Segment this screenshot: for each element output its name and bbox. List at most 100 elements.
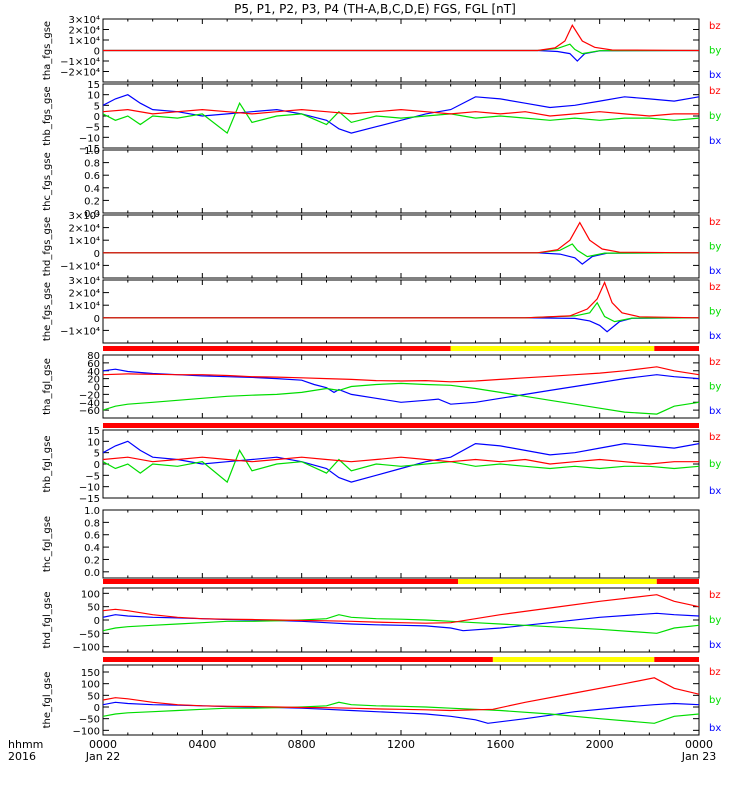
ylabel: the_fgs_gse [42, 282, 53, 341]
xaxis-row-label: hhmm [8, 738, 43, 751]
series-bx [103, 368, 699, 405]
ytick-label: 10 [87, 91, 100, 102]
legend-bx: bx [709, 136, 721, 147]
ytick-label: 0 [94, 314, 100, 325]
ytick-label: −60 [79, 406, 100, 417]
status-bar-segment [103, 657, 493, 662]
ylabel: tha_fgs_gse [42, 21, 53, 80]
status-bar-segment [492, 657, 655, 662]
legend-bz: bz [709, 21, 721, 32]
ytick-label: −2×10⁴ [60, 68, 100, 79]
status-bar-segment [654, 657, 699, 662]
series-bx [103, 317, 699, 333]
series-by [103, 43, 699, 55]
xtick-label: 0000 [89, 738, 117, 751]
series-bz [103, 456, 699, 465]
status-bar-segment [654, 346, 699, 351]
ylabel: thb_fgl_gse [42, 436, 53, 493]
ylabel: thb_fgs_gse [42, 86, 53, 145]
legend-by: by [709, 382, 721, 393]
ytick-label: 0.0 [84, 209, 100, 220]
ytick-label: 5 [94, 101, 100, 112]
panel-frame [102, 149, 700, 214]
panel-frame [102, 664, 700, 736]
xtick-label: 2000 [586, 738, 614, 751]
series-bz [103, 108, 699, 117]
legend-bz: bz [709, 667, 721, 678]
ytick-label: 0 [94, 249, 100, 260]
ytick-label: 15 [87, 80, 100, 91]
ylabel: thd_fgs_gse [42, 217, 53, 276]
legend-by: by [709, 307, 721, 318]
xaxis-date-start: Jan 22 [85, 750, 120, 763]
ytick-label: 3×10⁴ [69, 15, 100, 26]
legend-by: by [709, 111, 721, 122]
series-by [103, 614, 699, 634]
legend-by: by [709, 242, 721, 253]
legend-by: by [709, 615, 721, 626]
ytick-label: 10 [87, 437, 100, 448]
status-bar-segment [656, 579, 699, 584]
ytick-label: −1×10⁴ [60, 57, 100, 68]
ytick-label: 0.2 [84, 196, 100, 207]
ytick-label: 60 [87, 359, 100, 370]
ytick-label: 15 [87, 426, 100, 437]
ytick-label: 0 [94, 47, 100, 58]
legend-bz: bz [709, 217, 721, 228]
legend-by: by [709, 46, 721, 57]
legend-bx: bx [709, 331, 721, 342]
ytick-label: 50 [87, 603, 100, 614]
ytick-label: 40 [87, 367, 100, 378]
ytick-label: 1×10⁴ [69, 36, 100, 47]
xtick-label: 0000 [685, 738, 713, 751]
ytick-label: 0.8 [84, 159, 100, 170]
ytick-label: −10 [79, 483, 100, 494]
legend-bx: bx [709, 723, 721, 734]
series-bx [103, 440, 699, 483]
ytick-label: −50 [79, 715, 100, 726]
panels: tha_fgs_gse3×10⁴2×10⁴1×10⁴0−1×10⁴−2×10⁴b… [42, 15, 721, 737]
ytick-label: 50 [87, 691, 100, 702]
panel-frame [102, 587, 700, 653]
ytick-label: 0 [94, 383, 100, 394]
legend-bz: bz [709, 357, 721, 368]
ytick-label: −10 [79, 133, 100, 144]
ytick-label: −40 [79, 398, 100, 409]
legend-bz: bz [709, 590, 721, 601]
xaxis-year: 2016 [8, 750, 36, 763]
ylabel: tha_fgl_gse [42, 358, 53, 415]
panel-frame [102, 509, 700, 579]
ytick-label: 80 [87, 351, 100, 362]
status-bar-segment [458, 579, 657, 584]
ytick-label: 0.0 [84, 568, 100, 579]
ytick-label: −5 [85, 471, 100, 482]
ytick-label: −1×10⁴ [60, 261, 100, 272]
series-by [103, 449, 699, 484]
ytick-label: 0 [94, 616, 100, 627]
ytick-label: −20 [79, 390, 100, 401]
figure-title: P5, P1, P2, P3, P4 (TH-A,B,C,D,E) FGS, F… [234, 2, 516, 16]
series-by [103, 101, 699, 135]
ylabel: thd_fgl_gse [42, 592, 53, 649]
ytick-label: 0.2 [84, 555, 100, 566]
ytick-label: 3×10⁴ [69, 276, 100, 287]
series-bz [103, 221, 699, 254]
ytick-label: 2×10⁴ [69, 26, 100, 37]
ytick-label: 0 [94, 460, 100, 471]
ytick-label: 0.6 [84, 171, 100, 182]
series-bz [103, 280, 699, 319]
xtick-label: 1200 [387, 738, 415, 751]
ylabel: thc_fgs_gse [42, 152, 53, 211]
ytick-label: 1×10⁴ [69, 301, 100, 312]
legend-bz: bz [709, 432, 721, 443]
series-bx [103, 49, 699, 62]
ytick-label: 0.6 [84, 531, 100, 542]
time-axis: hhmm 2016 Jan 22 Jan 23 0000 0400 0800 1200… [8, 738, 716, 763]
series-bz [103, 594, 699, 624]
ylabel: thc_fgl_gse [42, 516, 53, 572]
ytick-label: −5 [85, 123, 100, 134]
